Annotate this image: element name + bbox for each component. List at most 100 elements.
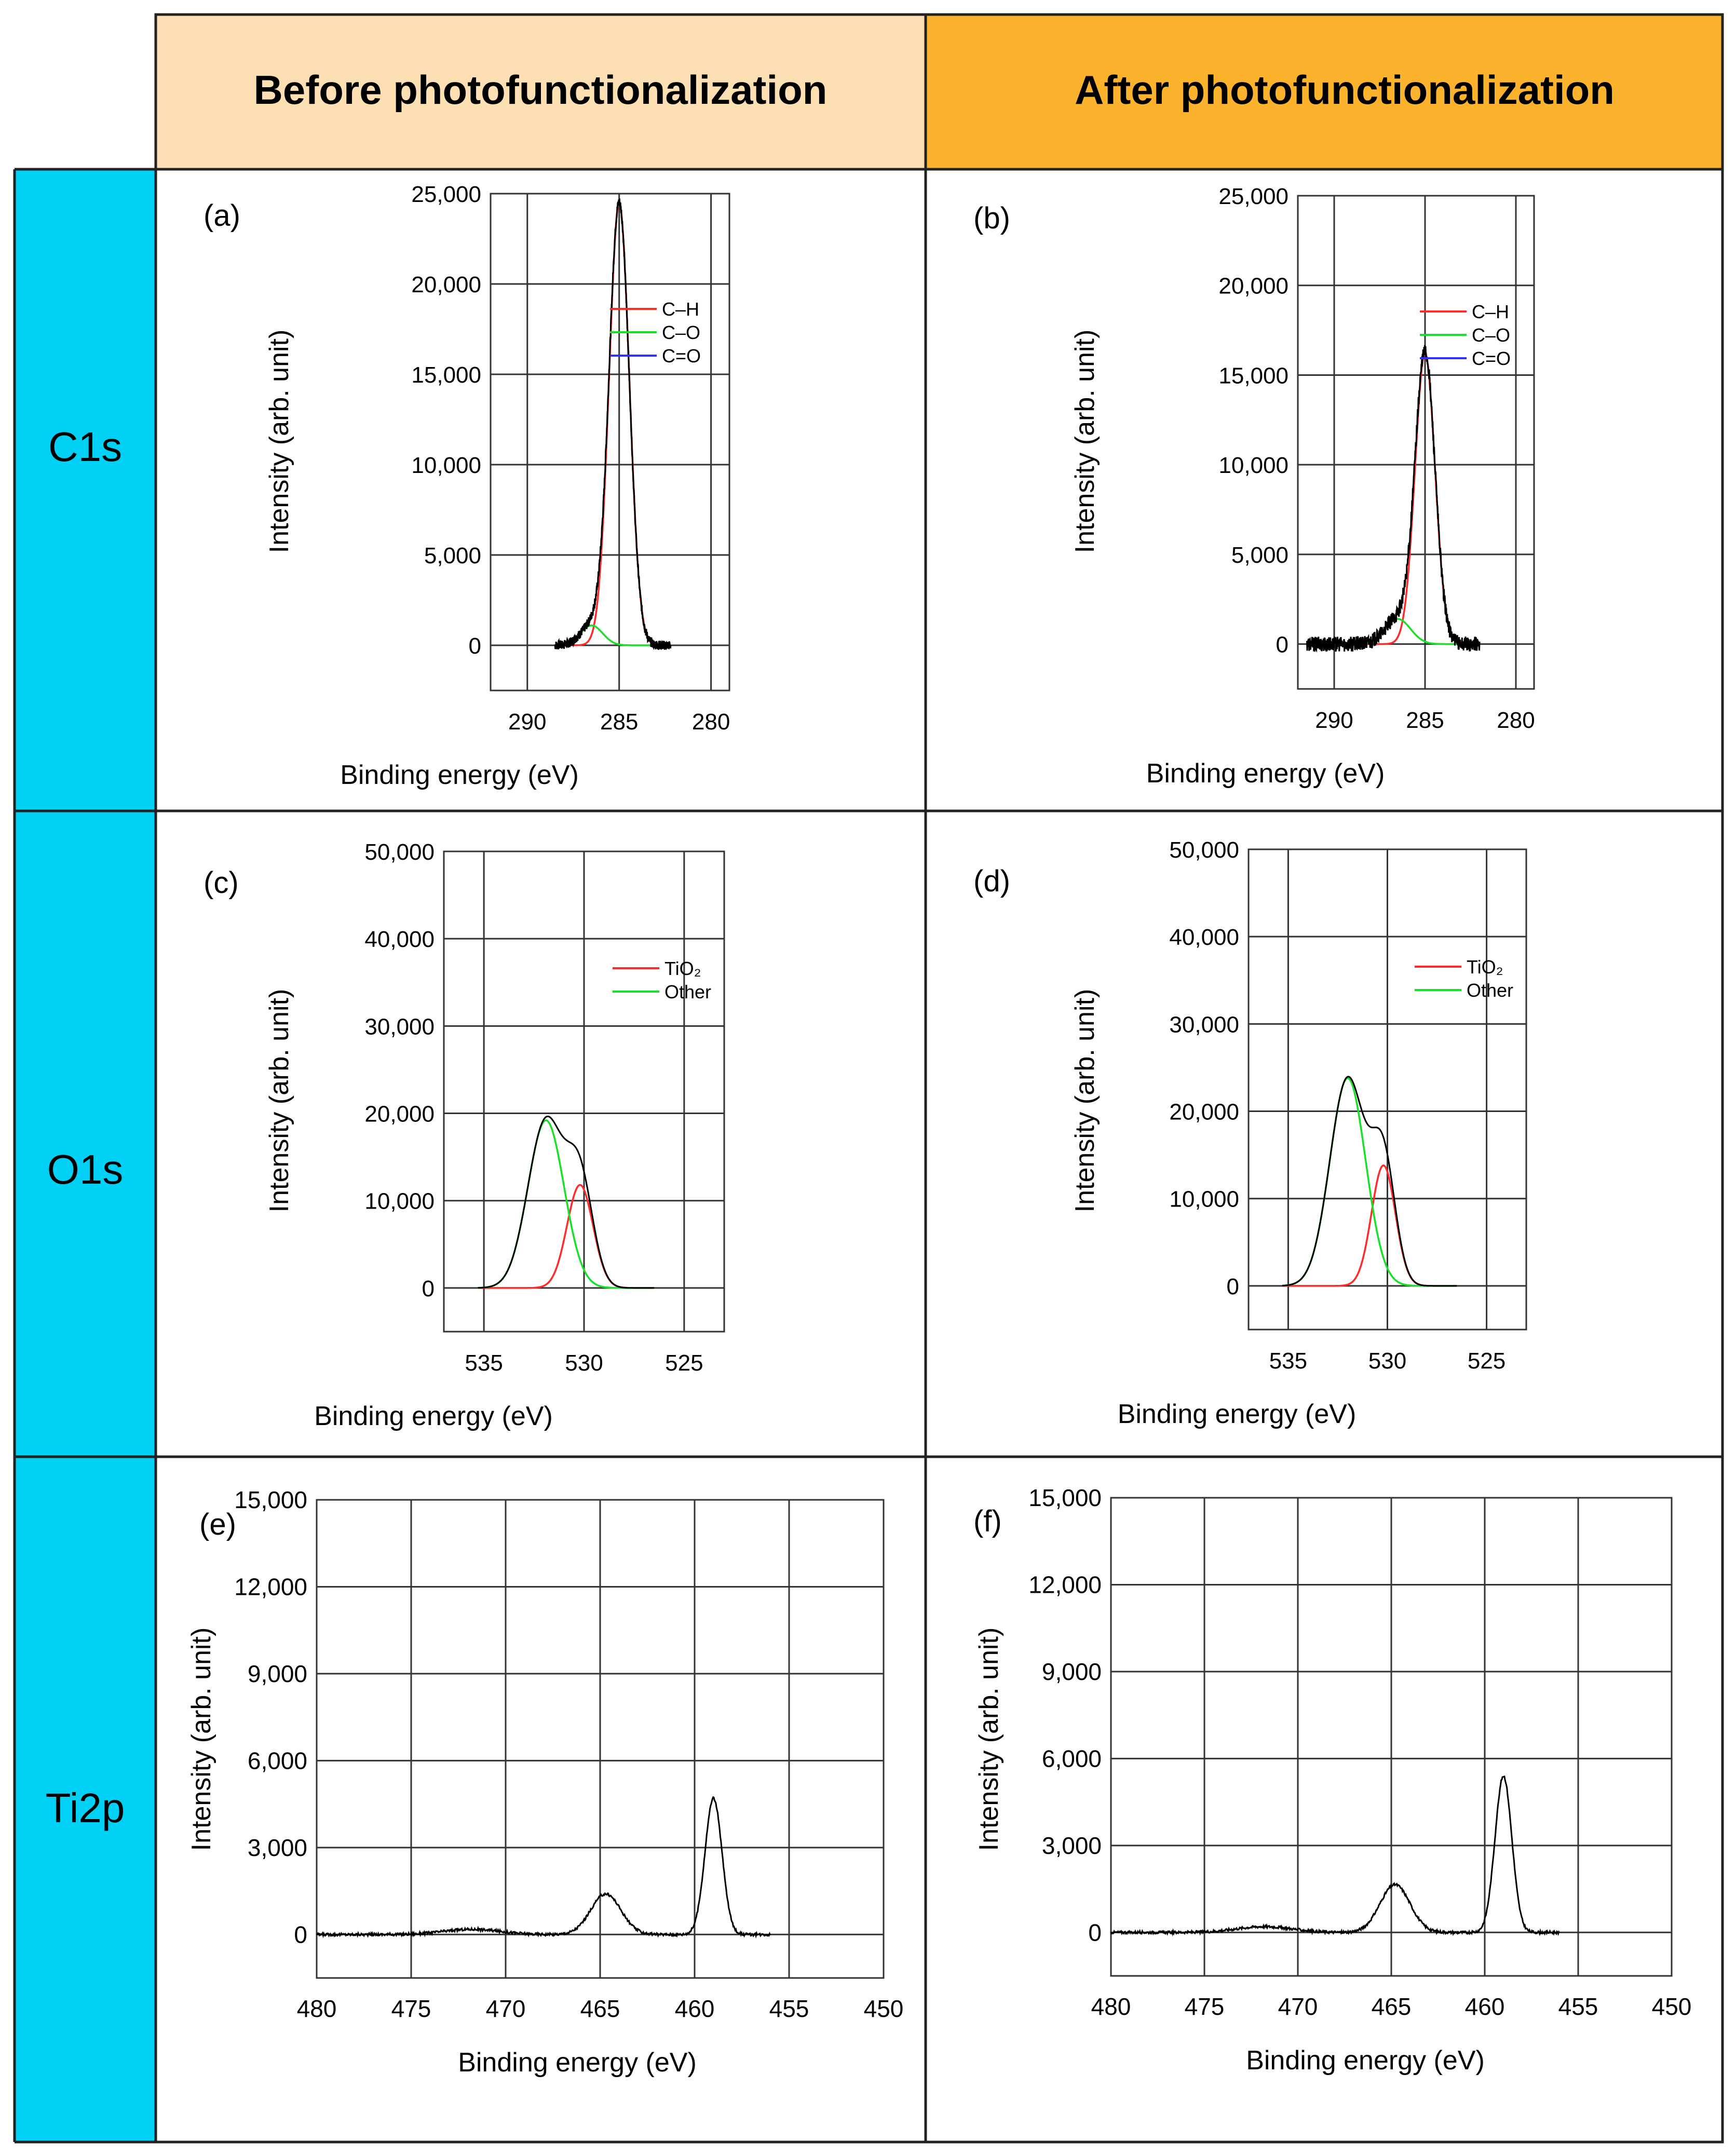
legend-label: C–H: [1472, 301, 1509, 322]
y-tick-label: 15,000: [1028, 1484, 1102, 1511]
row-header-column: [15, 169, 156, 2142]
y-tick-label: 15,000: [411, 362, 481, 388]
x-axis-label: Binding energy (eV): [1246, 2045, 1485, 2076]
y-tick-label: 15,000: [234, 1486, 307, 1513]
y-tick-label: 15,000: [1218, 363, 1289, 388]
y-tick-label: 20,000: [1218, 274, 1289, 299]
x-tick-label: 530: [565, 1350, 603, 1376]
measured-spectrum-line: [1282, 1076, 1457, 1287]
y-tick-label: 0: [469, 633, 481, 659]
x-tick-label: 460: [1465, 1993, 1505, 2020]
series-line: [1282, 1077, 1457, 1287]
panel-label: (b): [973, 201, 1010, 235]
x-tick-label: 480: [1091, 1993, 1131, 2020]
y-tick-label: 0: [1227, 1274, 1239, 1299]
y-tick-label: 20,000: [411, 272, 481, 297]
measured-spectrum-line: [554, 198, 672, 650]
legend-label: TiO₂: [664, 958, 701, 979]
y-tick-label: 5,000: [1231, 543, 1289, 568]
panel-label: (f): [973, 1505, 1002, 1538]
x-tick-label: 455: [1558, 1993, 1598, 2020]
y-axis-label: Intensity (arb. unit): [1070, 330, 1100, 553]
measured-spectrum-line: [1306, 345, 1481, 653]
x-tick-label: 285: [600, 709, 638, 735]
x-tick-label: 530: [1368, 1348, 1406, 1374]
legend-label: C=O: [1472, 348, 1511, 369]
x-tick-label: 290: [508, 709, 546, 735]
y-tick-label: 0: [294, 1921, 307, 1948]
legend-label: Other: [1467, 980, 1513, 1001]
x-tick-label: 535: [465, 1350, 503, 1376]
x-tick-label: 280: [1497, 708, 1535, 733]
series-line: [478, 1119, 654, 1289]
y-tick-label: 25,000: [1218, 184, 1289, 209]
x-tick-label: 470: [486, 1995, 526, 2022]
y-axis-label: Intensity (arb. unit): [264, 330, 294, 553]
row-label-ti2p: Ti2p: [46, 1785, 125, 1831]
y-axis-label: Intensity (arb. unit): [1070, 989, 1100, 1213]
legend-label: Other: [664, 981, 711, 1002]
table-borders: [13, 13, 1724, 2144]
x-tick-label: 470: [1278, 1993, 1318, 2020]
header-after-label: After photofunctionalization: [1075, 67, 1615, 113]
chart-panel-c: 535 530 525 0 10,000 20,000 30,000 40,000 50,000…: [204, 839, 725, 1431]
x-tick-label: 475: [391, 1995, 431, 2022]
y-tick-label: 40,000: [1169, 925, 1239, 950]
x-axis-label: Binding energy (eV): [340, 760, 579, 790]
legend-label: C=O: [662, 345, 701, 367]
y-axis-label: Intensity (arb. unit): [186, 1628, 216, 1851]
legend-label: C–O: [1472, 324, 1510, 346]
y-tick-label: 3,000: [1042, 1832, 1102, 1859]
measured-spectrum-line: [316, 1796, 771, 1939]
header-before-cell: [156, 15, 926, 169]
y-tick-label: 0: [1276, 632, 1289, 658]
y-tick-label: 12,000: [234, 1573, 307, 1600]
panel-label: (e): [199, 1508, 236, 1541]
y-tick-label: 50,000: [1169, 837, 1239, 863]
row-label-o1s: O1s: [47, 1146, 124, 1192]
y-tick-label: 20,000: [364, 1102, 435, 1127]
charts-layer: 290 285 280 0 5,000 10,000 15,000 20,000 25,000 B…: [186, 182, 1691, 2078]
x-tick-label: 290: [1315, 708, 1353, 733]
x-axis-label: Binding energy (eV): [314, 1401, 553, 1431]
x-tick-label: 450: [1652, 1993, 1692, 2020]
x-axis-label: Binding energy (eV): [458, 2048, 697, 2078]
header-before-label: Before photofunctionalization: [254, 67, 828, 113]
chart-panel-a: 290 285 280 0 5,000 10,000 15,000 20,000 25,000 B…: [204, 182, 730, 790]
panel-label: (c): [204, 866, 239, 900]
y-tick-label: 3,000: [248, 1834, 307, 1861]
row-label-c1s: C1s: [48, 424, 122, 470]
x-tick-label: 475: [1185, 1993, 1225, 2020]
y-tick-label: 5,000: [424, 543, 481, 568]
y-tick-label: 9,000: [248, 1660, 307, 1687]
legend-label: TiO₂: [1467, 956, 1503, 978]
x-tick-label: 285: [1406, 708, 1444, 733]
measured-spectrum-line: [1110, 1775, 1561, 1937]
y-tick-label: 6,000: [248, 1747, 307, 1774]
chart-panel-d: 535 530 525 0 10,000 20,000 30,000 40,000 50,000…: [973, 837, 1527, 1429]
y-tick-label: 10,000: [364, 1189, 435, 1214]
legend-label: C–H: [662, 299, 699, 320]
x-tick-label: 525: [1468, 1348, 1506, 1374]
x-axis-label: Binding energy (eV): [1146, 758, 1385, 789]
legend-label: C–O: [662, 322, 700, 343]
plot-frame: [490, 193, 730, 692]
y-tick-label: 9,000: [1042, 1658, 1102, 1685]
y-tick-label: 0: [1088, 1919, 1102, 1946]
x-tick-label: 465: [1372, 1993, 1412, 2020]
measured-spectrum-line: [478, 1115, 654, 1289]
y-tick-label: 50,000: [364, 839, 435, 865]
y-tick-label: 20,000: [1169, 1100, 1239, 1125]
x-tick-label: 480: [297, 1995, 337, 2022]
y-tick-label: 10,000: [1169, 1187, 1239, 1212]
x-tick-label: 535: [1269, 1348, 1307, 1374]
x-tick-label: 465: [580, 1995, 620, 2022]
series-line: [1307, 353, 1480, 645]
x-tick-label: 280: [692, 709, 730, 735]
y-axis-label: Intensity (arb. unit): [974, 1628, 1004, 1851]
x-tick-label: 525: [665, 1350, 703, 1376]
y-tick-label: 10,000: [1218, 453, 1289, 478]
y-tick-label: 0: [422, 1276, 435, 1302]
x-axis-label: Binding energy (eV): [1118, 1399, 1357, 1429]
